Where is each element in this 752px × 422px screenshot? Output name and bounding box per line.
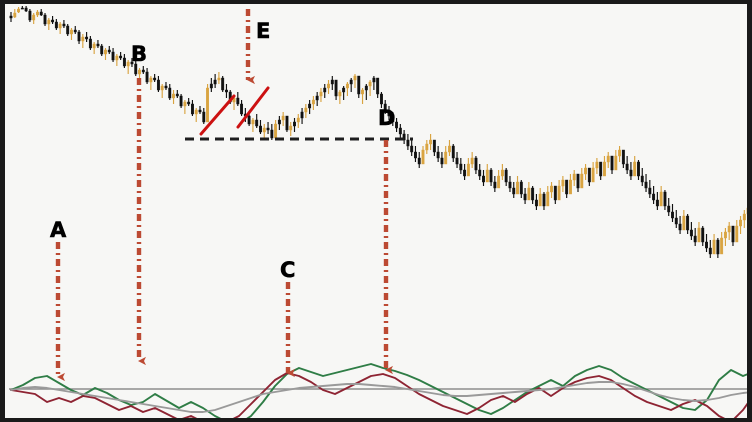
candlestick-series — [9, 6, 747, 258]
marker-arrows — [55, 9, 393, 382]
marker-label-e: E — [256, 19, 271, 43]
chart-stage: A B C D E — [5, 4, 747, 418]
oscillator-series — [10, 363, 747, 418]
marker-label-c: C — [280, 258, 296, 282]
marker-label-b: B — [131, 42, 148, 66]
chart-svg — [9, 6, 747, 418]
marker-label-a: A — [50, 218, 67, 242]
marker-label-d: D — [378, 106, 396, 130]
overlay-annotations — [185, 86, 413, 141]
